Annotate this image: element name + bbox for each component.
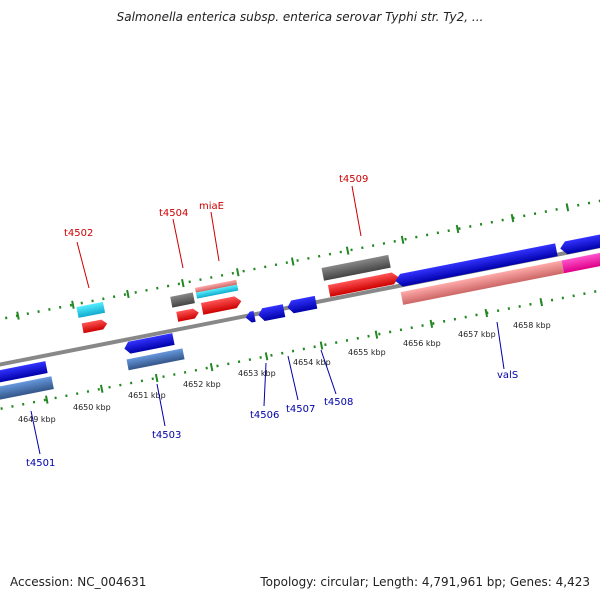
gene-vals-cds[interactable] xyxy=(394,243,558,287)
gene-t4506-cds[interactable] xyxy=(245,310,256,324)
tick-label-4649: 4649 kbp xyxy=(18,415,56,424)
gene-t4507-cds[interactable] xyxy=(257,304,286,322)
map-title: Salmonella enterica subsp. enterica sero… xyxy=(116,10,484,24)
label-t4501: t4501 xyxy=(26,458,55,469)
label-t4504: t4504 xyxy=(159,208,188,219)
tick-label-4655: 4655 kbp xyxy=(348,348,386,357)
gene-miae-trna[interactable] xyxy=(195,284,239,299)
reverse-label-leaders xyxy=(30,321,505,455)
tick-label-4658: 4658 kbp xyxy=(513,321,551,330)
gene-t4502-cds[interactable] xyxy=(81,319,108,334)
axis-tick-labels: 4649 kbp 4650 kbp 4651 kbp 4652 kbp 4653… xyxy=(18,321,551,424)
gene-t4501-misc[interactable] xyxy=(0,376,54,403)
reverse-tick-track xyxy=(0,274,600,415)
gene-miae-misc-a[interactable] xyxy=(194,279,238,293)
gene-t4503-misc[interactable] xyxy=(126,348,185,371)
gene-vals-misc[interactable] xyxy=(400,260,565,305)
tick-label-4654: 4654 kbp xyxy=(293,358,331,367)
genome-summary-text: Topology: circular; Length: 4,791,961 bp… xyxy=(260,575,590,589)
label-miae: miaE xyxy=(199,201,224,212)
accession-text: Accession: NC_004631 xyxy=(10,575,147,589)
gene-t4509-misc[interactable] xyxy=(321,254,391,281)
forward-gene-labels: t4502 t4504 miaE t4509 xyxy=(64,174,368,239)
gene-t4509-cds[interactable] xyxy=(327,271,400,297)
gene-t4508-cds[interactable] xyxy=(286,295,318,314)
label-vals: valS xyxy=(497,370,518,381)
label-t4508: t4508 xyxy=(324,397,353,408)
tick-label-4652: 4652 kbp xyxy=(183,380,221,389)
gene-t4504-cds[interactable] xyxy=(176,308,200,322)
forward-major-ticks xyxy=(16,203,570,320)
gene-miae-cds[interactable] xyxy=(200,295,243,315)
label-t4506: t4506 xyxy=(250,410,279,421)
tick-label-4657: 4657 kbp xyxy=(458,330,496,339)
reverse-gene-labels: t4501 t4503 t4506 t4507 t4508 valS xyxy=(26,370,518,469)
label-t4507: t4507 xyxy=(286,404,315,415)
gene-t4502-trna[interactable] xyxy=(76,301,106,318)
tick-label-4651: 4651 kbp xyxy=(128,391,166,400)
tick-label-4653: 4653 kbp xyxy=(238,369,276,378)
gene-t4504-misc[interactable] xyxy=(170,292,195,308)
label-t4502: t4502 xyxy=(64,228,93,239)
gene-t4503-cds[interactable] xyxy=(123,333,175,354)
reverse-major-ticks xyxy=(45,298,544,404)
tick-label-4650: 4650 kbp xyxy=(73,403,111,412)
tick-label-4656: 4656 kbp xyxy=(403,339,441,348)
gene-t4501-cds[interactable] xyxy=(0,361,48,386)
label-t4503: t4503 xyxy=(152,430,181,441)
label-t4509: t4509 xyxy=(339,174,368,185)
forward-label-leaders xyxy=(76,185,362,289)
gene-next-cds[interactable] xyxy=(559,229,600,255)
gene-next-misc[interactable] xyxy=(561,246,600,274)
